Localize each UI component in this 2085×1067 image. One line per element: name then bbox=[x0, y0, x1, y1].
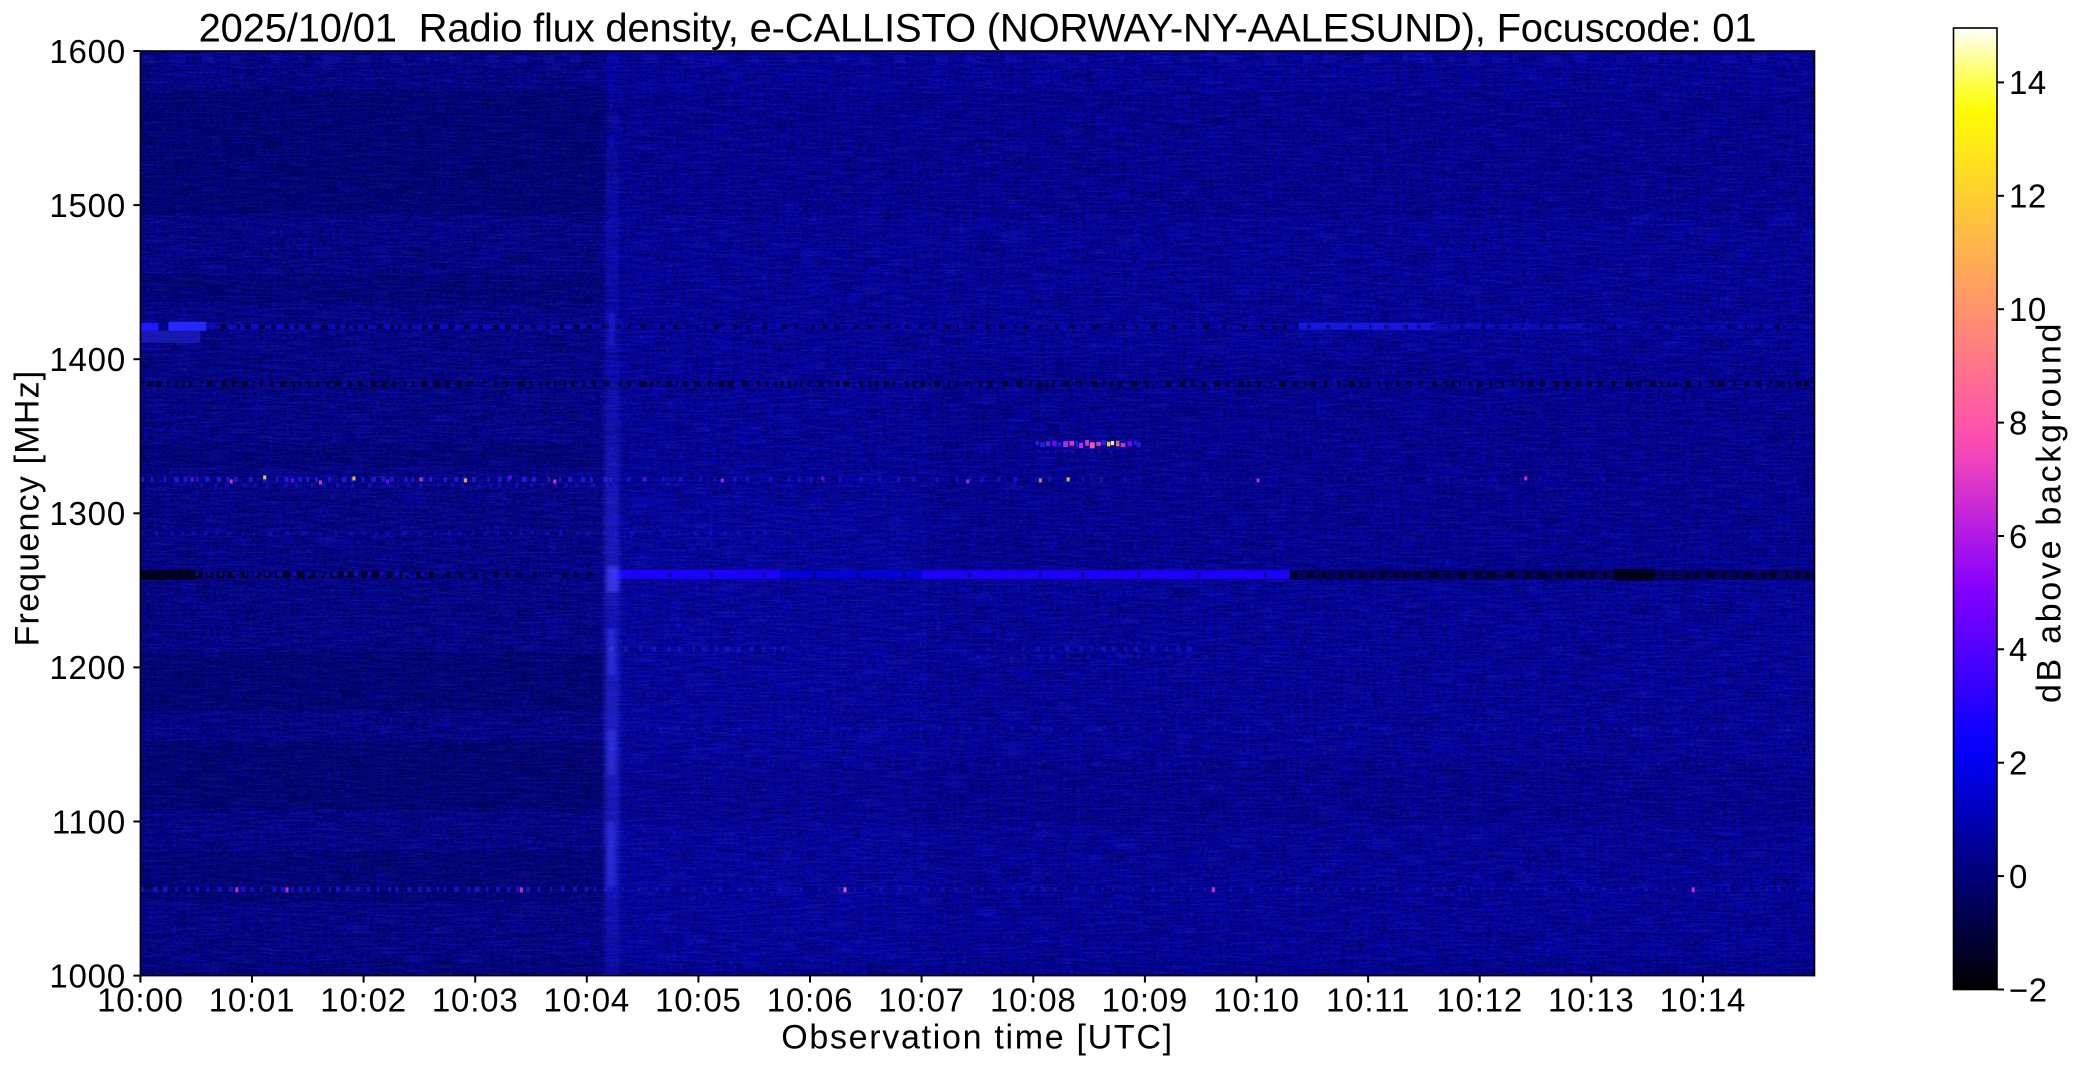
svg-text:14: 14 bbox=[2009, 64, 2047, 101]
svg-text:10:13: 10:13 bbox=[1548, 981, 1635, 1018]
svg-text:10:02: 10:02 bbox=[320, 981, 407, 1018]
svg-text:10:04: 10:04 bbox=[544, 981, 631, 1018]
svg-text:10:06: 10:06 bbox=[767, 981, 854, 1018]
svg-text:1000: 1000 bbox=[49, 957, 126, 994]
svg-text:4: 4 bbox=[2009, 631, 2028, 668]
svg-text:10:05: 10:05 bbox=[655, 981, 742, 1018]
svg-text:10:03: 10:03 bbox=[432, 981, 519, 1018]
svg-text:1600: 1600 bbox=[49, 33, 126, 70]
svg-text:10:11: 10:11 bbox=[1326, 981, 1410, 1018]
svg-text:0: 0 bbox=[2009, 858, 2028, 895]
svg-text:10:12: 10:12 bbox=[1436, 981, 1523, 1018]
svg-text:2: 2 bbox=[2009, 745, 2028, 782]
svg-text:10:07: 10:07 bbox=[878, 981, 965, 1018]
svg-text:10:10: 10:10 bbox=[1213, 981, 1300, 1018]
svg-text:10:01: 10:01 bbox=[209, 981, 296, 1018]
svg-text:−2: −2 bbox=[2009, 971, 2048, 1008]
svg-text:10: 10 bbox=[2009, 291, 2047, 328]
svg-text:12: 12 bbox=[2009, 178, 2047, 215]
svg-text:Frequency [MHz]: Frequency [MHz] bbox=[9, 370, 47, 647]
svg-text:8: 8 bbox=[2009, 404, 2028, 441]
svg-text:10:08: 10:08 bbox=[990, 981, 1077, 1018]
svg-text:1300: 1300 bbox=[49, 495, 126, 532]
svg-text:10:09: 10:09 bbox=[1102, 981, 1189, 1018]
svg-text:2025/10/01 Radio flux density: 2025/10/01 Radio flux density, e-CALLIST… bbox=[199, 7, 1757, 51]
svg-text:dB above background: dB above background bbox=[2031, 321, 2069, 703]
svg-text:6: 6 bbox=[2009, 518, 2028, 555]
svg-text:1200: 1200 bbox=[49, 649, 126, 686]
svg-text:1500: 1500 bbox=[49, 187, 126, 224]
svg-text:10:14: 10:14 bbox=[1660, 981, 1747, 1018]
svg-text:1100: 1100 bbox=[52, 803, 126, 840]
svg-text:1400: 1400 bbox=[49, 341, 126, 378]
svg-text:10:00: 10:00 bbox=[97, 981, 184, 1018]
svg-text:Observation time [UTC]: Observation time [UTC] bbox=[781, 1019, 1174, 1057]
